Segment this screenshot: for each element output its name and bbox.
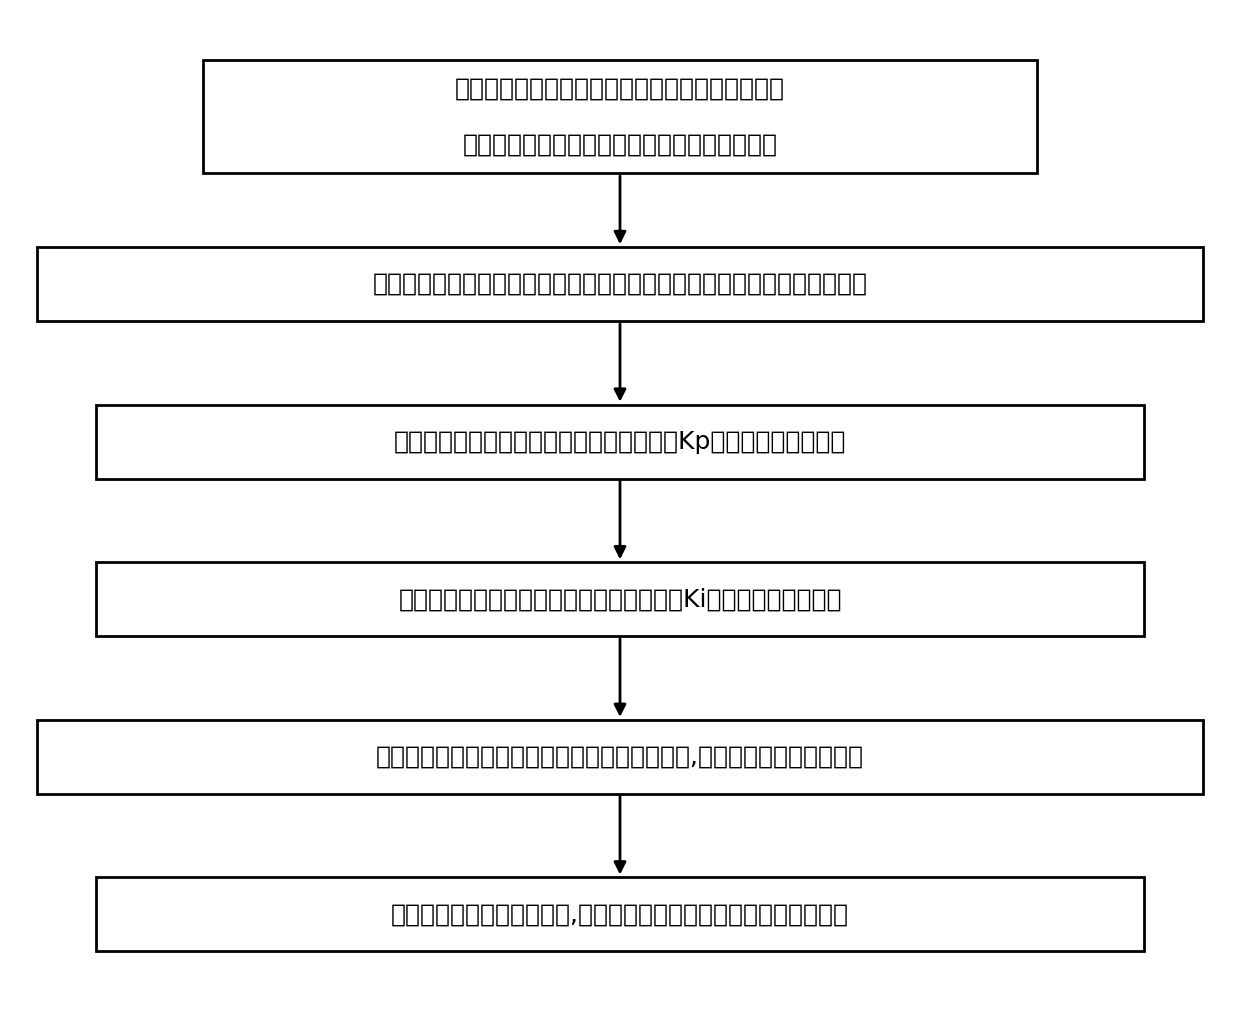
Text: 功率驱动单元接收比例控制信号、积分控制信号,输出相应大小的激励电压: 功率驱动单元接收比例控制信号、积分控制信号,输出相应大小的激励电压: [376, 745, 864, 768]
Text: 采用转子位置传感器检测得到实际转子位置信号: 采用转子位置传感器检测得到实际转子位置信号: [463, 133, 777, 157]
Text: 给定一转子位置指令信号激励永磁同步电机运转，: 给定一转子位置指令信号激励永磁同步电机运转，: [455, 76, 785, 101]
Bar: [97, 562, 1143, 636]
Text: 根据该误差信号调整比例器的比例控制参数Kp，输出比例控制信号: 根据该误差信号调整比例器的比例控制参数Kp，输出比例控制信号: [394, 430, 846, 453]
Bar: [37, 247, 1203, 321]
Text: 根据该误差信号调整积分器的积分控制参数Ki，输出积分控制信号: 根据该误差信号调整积分器的积分控制参数Ki，输出积分控制信号: [398, 587, 842, 611]
Bar: [37, 720, 1203, 794]
Text: 永磁同步电机接收激励电压,控制转子的运行，以对转子位置进行调控: 永磁同步电机接收激励电压,控制转子的运行，以对转子位置进行调控: [391, 903, 849, 926]
Bar: [203, 60, 1037, 173]
Bar: [97, 877, 1143, 951]
Text: 将实际转子位置信号并与给定的转子位置指令信号进行比较，输出误差信号: 将实际转子位置信号并与给定的转子位置指令信号进行比较，输出误差信号: [372, 272, 868, 295]
Bar: [97, 404, 1143, 478]
